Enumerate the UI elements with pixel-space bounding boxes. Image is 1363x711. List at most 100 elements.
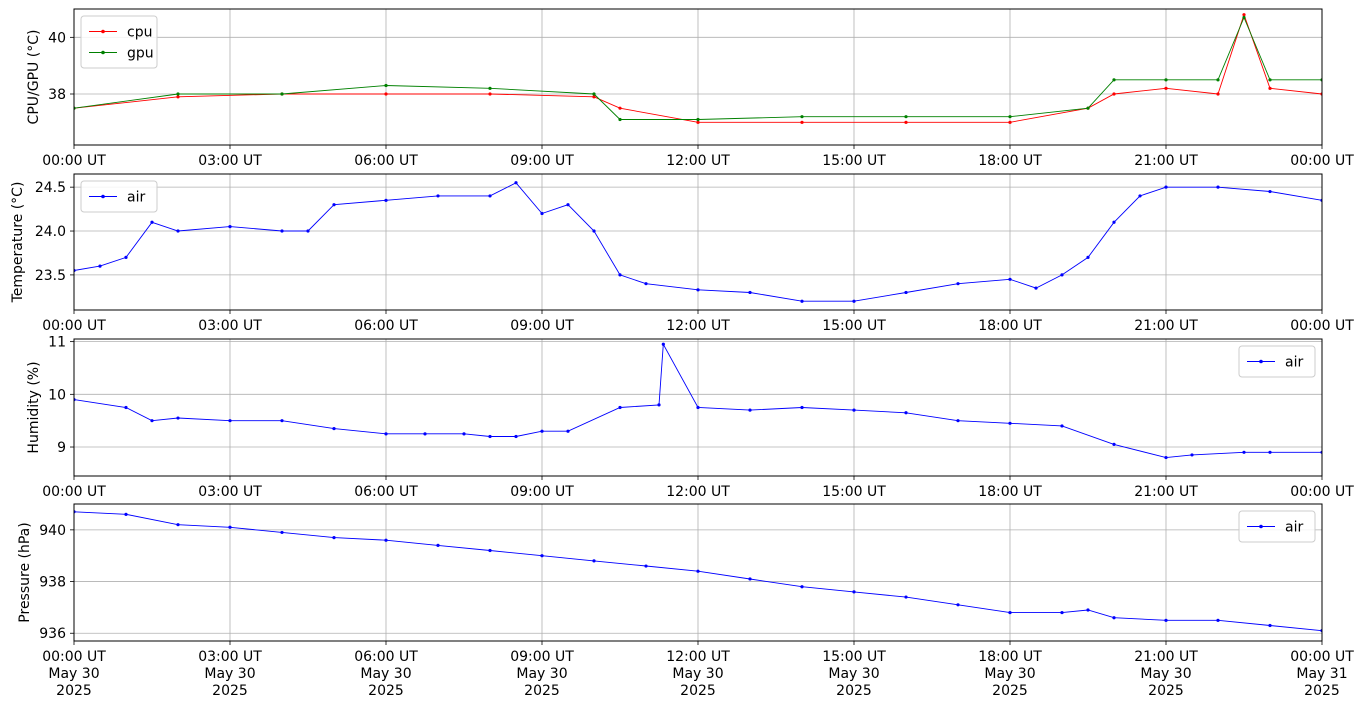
x-tick-label: 21:00 UT [1134, 649, 1198, 665]
data-point-air [1060, 424, 1064, 428]
data-point-air [1060, 610, 1064, 615]
x-tick-label: 00:00 UT [1290, 153, 1354, 169]
legend: air [80, 180, 158, 213]
data-point-cpu [592, 95, 596, 99]
data-point-air [800, 299, 804, 303]
axes-frame [73, 8, 1323, 146]
data-point-air [540, 211, 544, 216]
data-point-air [306, 229, 310, 233]
data-point-air [1164, 185, 1168, 189]
plot-area [74, 510, 1322, 633]
x-tick-label: 03:00 UT [198, 484, 262, 500]
data-point-air [956, 603, 960, 607]
data-point-air [514, 181, 518, 185]
x-tick-label: 00:00 UT [1290, 649, 1354, 665]
y-tick-label: 10 [48, 387, 66, 403]
x-tick-label: 00:00 UT [42, 153, 106, 169]
x-tick-label: 06:00 UT [354, 649, 418, 665]
legend: cpu gpu [80, 15, 158, 69]
y-axis-label: Temperature (°C) [10, 182, 26, 304]
legend-box [80, 180, 158, 213]
data-point-air [488, 194, 492, 198]
data-point-air [228, 225, 232, 229]
data-point-air [1086, 255, 1090, 259]
data-point-air [1138, 194, 1142, 198]
data-point-air [592, 229, 596, 233]
legend-marker-air [1259, 524, 1263, 529]
data-point-air [1268, 623, 1272, 628]
x-tick-year: 2025 [836, 683, 872, 699]
x-tick-year: 2025 [1148, 683, 1184, 699]
data-point-air [280, 530, 284, 535]
series-line-air [74, 182, 1322, 302]
series-line-air [74, 511, 1322, 632]
data-point-air [1034, 286, 1038, 290]
data-point-gpu [1216, 78, 1220, 82]
data-point-gpu [800, 115, 804, 119]
data-point-air [1242, 450, 1246, 454]
data-point-air [332, 203, 336, 207]
data-point-gpu [1164, 78, 1168, 82]
x-tick-label: 09:00 UT [510, 484, 574, 500]
x-tick-label: 09:00 UT [510, 318, 574, 334]
data-point-gpu [384, 83, 388, 88]
data-point-air [1086, 608, 1090, 612]
data-point-air [124, 405, 128, 410]
x-tick-label: 00:00 UT [42, 649, 106, 665]
data-point-gpu [280, 92, 284, 96]
x-tick-date: May 30 [48, 666, 99, 682]
data-point-air [280, 229, 284, 233]
x-tick-label: 09:00 UT [510, 649, 574, 665]
x-tick-year: 2025 [212, 683, 248, 699]
x-tick-label: 00:00 UT [42, 484, 106, 500]
data-point-air [384, 198, 388, 202]
data-point-gpu [904, 115, 908, 119]
data-point-gpu [1008, 115, 1012, 119]
data-point-air [514, 434, 518, 439]
legend-label-air: air [127, 190, 145, 206]
data-point-air [852, 590, 856, 594]
data-point-air [1216, 618, 1220, 622]
data-point-cpu [488, 92, 492, 96]
data-point-cpu [1216, 92, 1220, 96]
data-point-cpu [1268, 86, 1272, 90]
x-tick-date: May 30 [1140, 666, 1191, 682]
data-point-air [423, 432, 427, 436]
data-point-cpu [696, 120, 700, 124]
data-point-gpu [696, 117, 700, 122]
x-tick-label: 12:00 UT [666, 649, 730, 665]
data-point-air [1164, 455, 1168, 460]
y-tick-label: 11 [48, 335, 66, 351]
data-point-air [1112, 220, 1116, 224]
x-tick-label: 15:00 UT [822, 153, 886, 169]
y-tick-label: 23.5 [35, 268, 66, 284]
panel-3: 00:00 UT 03:00 UT 06:00 UT 09:00 UT 12:00 UT… [26, 335, 1354, 500]
data-point-air [1216, 185, 1220, 189]
y-tick-label: 940 [39, 523, 66, 539]
x-tick-date: May 30 [360, 666, 411, 682]
y-tick-label: 40 [48, 30, 66, 46]
data-point-air [488, 434, 492, 439]
x-tick-date: May 30 [204, 666, 255, 682]
data-point-gpu [592, 92, 596, 96]
data-point-air [904, 595, 908, 599]
x-tick-date: May 31 [1296, 666, 1347, 682]
data-point-gpu [488, 86, 492, 90]
data-point-air [800, 405, 804, 410]
x-tick-label: 00:00 UT [1290, 484, 1354, 500]
data-point-air [462, 432, 466, 436]
data-point-air [748, 290, 752, 295]
axes-frame [73, 338, 1323, 477]
data-point-air [1190, 453, 1194, 457]
x-tick-date: May 30 [828, 666, 879, 682]
data-point-air [1112, 616, 1116, 620]
data-point-air [904, 411, 908, 415]
legend-box [80, 15, 158, 69]
data-point-cpu [384, 92, 388, 96]
data-point-air [748, 408, 752, 412]
data-point-air [566, 429, 570, 433]
x-tick-label: 15:00 UT [822, 484, 886, 500]
series-line-gpu [74, 16, 1322, 120]
panel-2: 00:00 UT 03:00 UT 06:00 UT 09:00 UT 12:00 UT… [10, 173, 1354, 334]
